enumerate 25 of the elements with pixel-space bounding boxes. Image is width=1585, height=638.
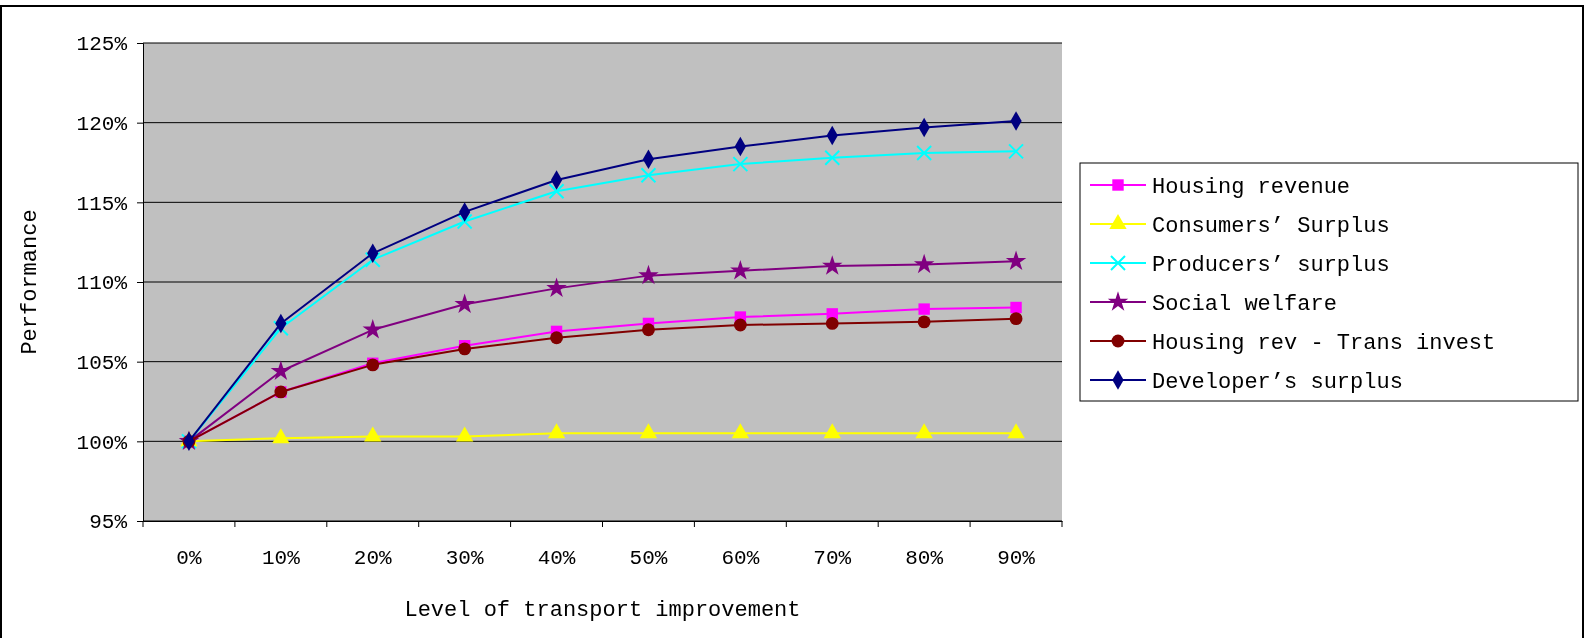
y-tick-label: 110% — [76, 272, 128, 296]
x-tick-label: 40% — [537, 546, 576, 570]
legend-label: Housing rev - Trans invest — [1152, 331, 1496, 356]
y-tick-label: 125% — [76, 33, 128, 57]
y-tick-label: 100% — [76, 431, 128, 455]
x-tick-label: 80% — [905, 546, 944, 570]
y-tick-label: 120% — [76, 112, 128, 136]
legend-label: Social welfare — [1152, 292, 1337, 317]
y-tick-label: 95% — [89, 511, 128, 535]
x-tick-label: 70% — [813, 546, 852, 570]
x-tick-label: 60% — [721, 546, 760, 570]
x-tick-label: 50% — [629, 546, 668, 570]
x-tick-label: 10% — [261, 546, 301, 570]
legend-label: Housing revenue — [1152, 175, 1351, 200]
y-axis-title: Performance — [18, 209, 43, 355]
legend-label: Developer’s surplus — [1152, 370, 1403, 395]
legend-label: Consumers’ Surplus — [1152, 214, 1390, 239]
legend-label: Producers’ surplus — [1152, 253, 1390, 278]
x-tick-label: 0% — [176, 546, 202, 570]
x-axis-title: Level of transport improvement — [404, 598, 801, 623]
y-tick-label: 115% — [76, 192, 128, 216]
x-tick-label: 30% — [445, 546, 484, 570]
x-tick-label: 90% — [997, 546, 1036, 570]
y-tick-label: 105% — [76, 351, 128, 375]
x-tick-label: 20% — [353, 546, 393, 570]
